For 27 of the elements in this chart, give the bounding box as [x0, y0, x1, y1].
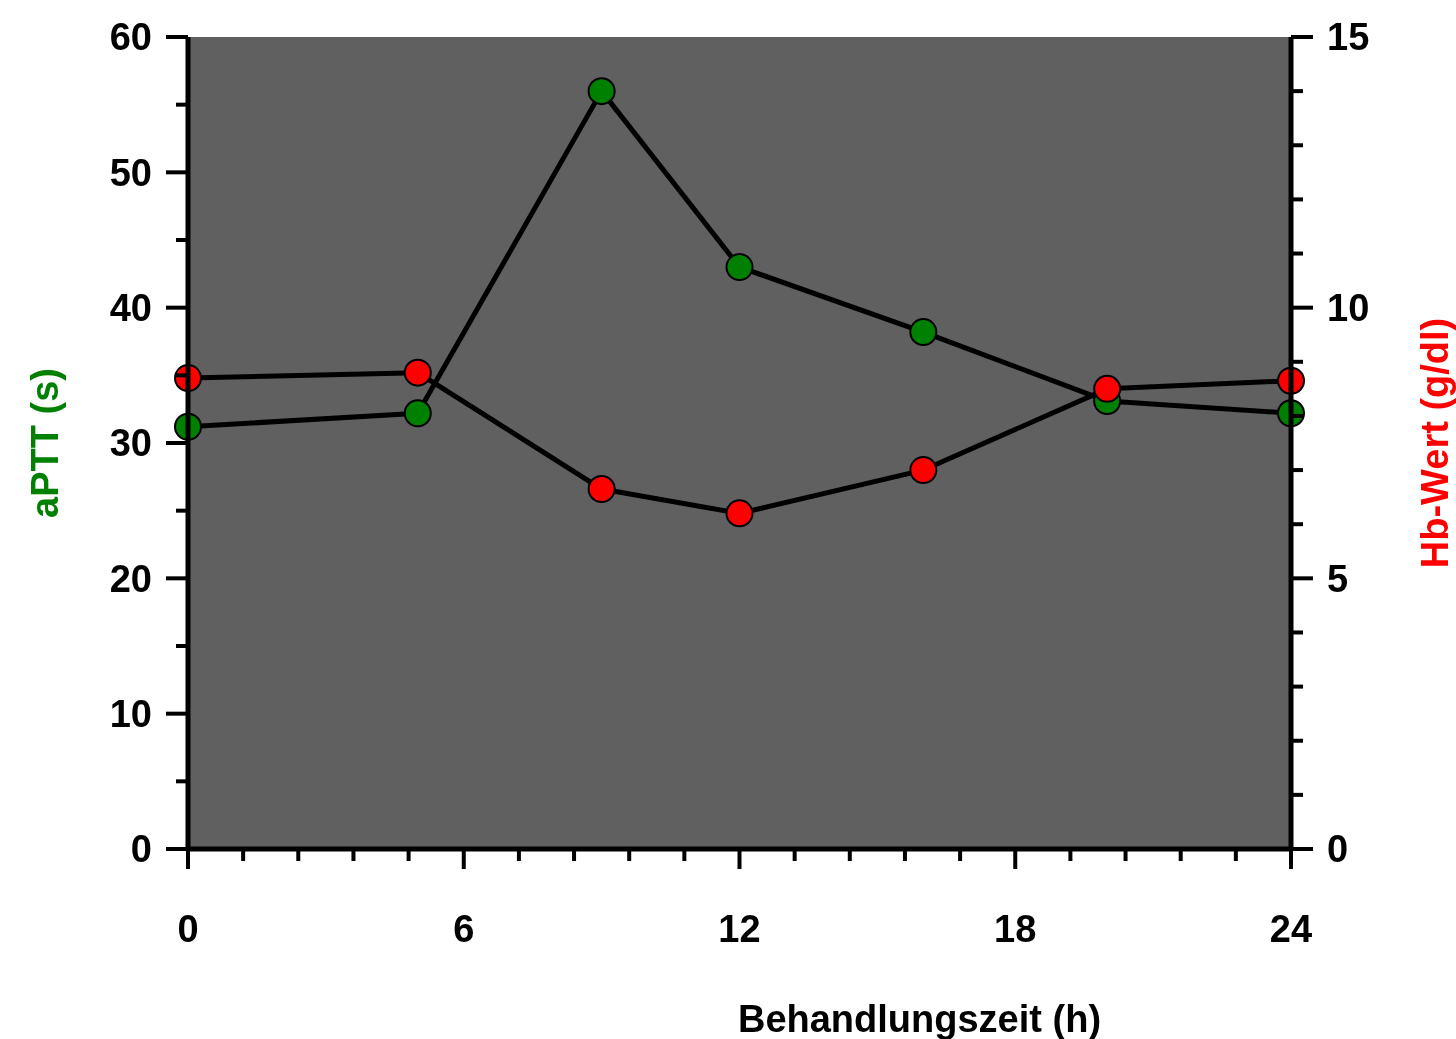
y-tick-label: 60 [109, 16, 152, 59]
y-axis-title: aPTT (s) [24, 368, 66, 518]
point [909, 456, 938, 485]
point [1093, 374, 1122, 403]
x-tick-label: 18 [994, 908, 1037, 950]
y2-tick-label: 15 [1327, 16, 1370, 59]
point [403, 358, 432, 387]
point [909, 318, 938, 347]
point [587, 77, 616, 106]
point [725, 499, 754, 528]
y-tick-label: 20 [109, 557, 152, 600]
y2-tick-label: 10 [1327, 286, 1370, 329]
y-tick-label: 0 [130, 828, 152, 871]
y2-tick-label: 5 [1327, 557, 1349, 600]
x-tick-label: 0 [177, 908, 199, 950]
y-tick-label: 30 [109, 422, 152, 465]
y2-axis-title: Hb-Wert (g/dl) [1414, 317, 1456, 569]
y-tick-label: 10 [109, 692, 152, 735]
x-tick-label: 6 [453, 908, 475, 950]
point [587, 475, 616, 504]
y-tick-label: 40 [109, 286, 152, 329]
point [725, 253, 754, 282]
y2-tick-label: 0 [1327, 828, 1349, 871]
x-tick-label: 12 [718, 908, 761, 950]
point [403, 399, 432, 428]
y-tick-label: 50 [109, 151, 152, 194]
x-tick-label: 24 [1269, 908, 1313, 950]
